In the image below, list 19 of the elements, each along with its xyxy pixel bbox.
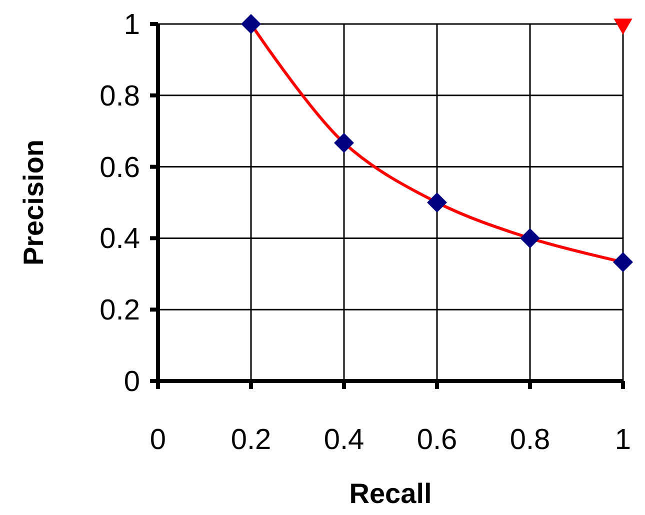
y-tick-label: 0.6 xyxy=(100,152,140,184)
y-tick-label: 0.2 xyxy=(100,294,140,327)
x-tick-label: 0.4 xyxy=(324,424,364,456)
x-tick-label: 0.6 xyxy=(416,424,458,456)
point xyxy=(241,14,261,34)
point xyxy=(613,252,633,272)
point xyxy=(427,192,447,212)
point xyxy=(334,132,354,153)
y-tick-label: 0.4 xyxy=(100,223,140,256)
x-axis-title: Recall xyxy=(349,478,432,509)
point xyxy=(520,228,540,248)
x-tick-label: 0 xyxy=(150,424,166,456)
x-tick-label: 0.2 xyxy=(230,424,272,456)
y-axis-title: Precision xyxy=(18,139,49,266)
x-tick-label: 1 xyxy=(614,424,632,456)
y-tick-label: 0 xyxy=(124,366,140,398)
y-tick-label: 0.8 xyxy=(100,80,140,112)
x-tick-label: 0.8 xyxy=(510,424,550,456)
y-tick-label: 1 xyxy=(124,9,140,41)
